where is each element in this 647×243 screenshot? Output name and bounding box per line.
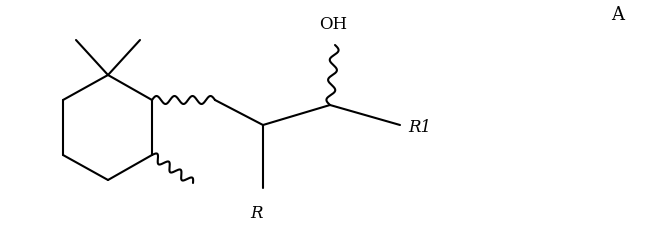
Text: R: R <box>251 205 263 222</box>
Text: A: A <box>611 6 624 24</box>
Text: OH: OH <box>319 16 347 33</box>
Text: R1: R1 <box>408 120 431 137</box>
